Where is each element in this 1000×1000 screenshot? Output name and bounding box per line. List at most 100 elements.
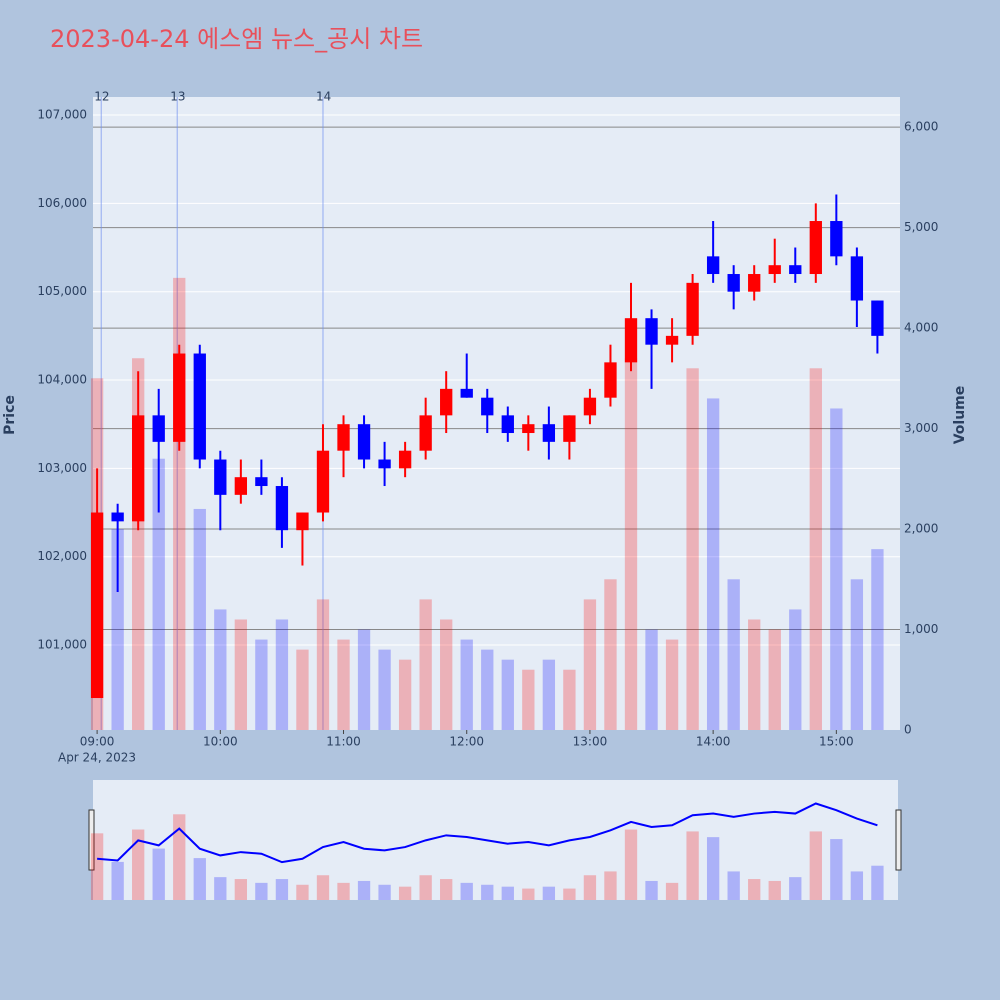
slider-volume-bar — [419, 875, 432, 900]
slider-handle[interactable] — [895, 809, 902, 871]
candle-body — [255, 477, 268, 487]
volume-bar — [255, 639, 268, 730]
candle-body — [193, 353, 206, 460]
slider-volume-bar — [111, 861, 124, 900]
slider-volume-bar — [296, 884, 309, 900]
range-slider[interactable] — [93, 780, 898, 900]
volume-bar — [850, 579, 864, 730]
candle-body — [132, 415, 145, 522]
slider-volume-bar — [686, 831, 699, 900]
volume-bar — [275, 619, 289, 730]
y2-tick-label: 5,000 — [904, 220, 938, 234]
volume-bar — [460, 639, 473, 730]
candle-body — [665, 335, 679, 345]
candle-body — [871, 300, 884, 336]
volume-bar — [419, 599, 432, 730]
slider-volume-bar — [645, 880, 658, 900]
volume-bar — [789, 609, 802, 730]
volume-bar — [440, 619, 453, 730]
slider-volume-bar — [337, 882, 350, 900]
candle-body — [727, 274, 740, 292]
volume-bar — [871, 549, 884, 730]
candle-body — [768, 265, 781, 275]
y2-tick-label: 0 — [904, 723, 912, 737]
candle-body — [809, 221, 822, 275]
candle-body — [583, 397, 597, 416]
candle-body — [645, 318, 658, 345]
y2-tick-label: 3,000 — [904, 421, 938, 435]
candle-body — [748, 274, 761, 292]
slider-volume-bar — [665, 882, 679, 900]
y-tick-label: 102,000 — [37, 549, 87, 563]
annotation-label: 12 — [94, 90, 109, 104]
slider-volume-bar — [789, 877, 802, 900]
volume-bar — [645, 629, 658, 730]
slider-volume-bar — [440, 879, 453, 900]
slider-volume-bar — [234, 879, 248, 900]
volume-bar — [727, 579, 740, 730]
y-tick-label: 104,000 — [37, 373, 87, 387]
slider-handle[interactable] — [88, 809, 95, 871]
slider-price-line — [97, 802, 878, 864]
candle-body — [275, 486, 289, 531]
annotation-label: 14 — [316, 90, 331, 104]
x-tick-label: 13:00 — [573, 735, 608, 749]
slider-volume-bar — [522, 888, 535, 900]
y-tick-label: 103,000 — [37, 461, 87, 475]
slider-volume-bar — [850, 871, 864, 900]
candle-body — [419, 415, 432, 451]
slider-volume-bar — [501, 886, 514, 900]
y-tick-label: 105,000 — [37, 284, 87, 298]
candle-body — [337, 424, 350, 451]
volume-bar — [111, 529, 124, 730]
slider-volume-bar — [90, 833, 104, 900]
slider-volume-bar — [398, 886, 412, 900]
volume-bar — [542, 659, 556, 730]
slider-volume-bar — [214, 877, 227, 900]
volume-bar — [686, 368, 699, 730]
volume-bar — [234, 619, 248, 730]
candle-body — [624, 318, 638, 363]
volume-bar — [296, 649, 309, 730]
slider-volume-bar — [830, 839, 843, 900]
slider-volume-bar — [727, 871, 740, 900]
x-tick-label: 10:00 — [203, 735, 238, 749]
y2-tick-label: 1,000 — [904, 622, 938, 636]
candle-body — [214, 459, 227, 495]
candle-body — [152, 415, 165, 442]
candle-body — [481, 397, 494, 416]
candle-body — [398, 450, 412, 469]
slider-volume-bar — [748, 879, 761, 900]
slider-volume-bar — [768, 880, 781, 900]
candle-body — [563, 415, 576, 442]
y-tick-label: 107,000 — [37, 108, 87, 122]
y2-axis-title: Volume — [952, 386, 968, 445]
volume-bar — [152, 458, 165, 730]
y2-tick-label: 4,000 — [904, 321, 938, 335]
annotation-label: 13 — [170, 90, 185, 104]
slider-volume-bar — [460, 882, 473, 900]
volume-bar — [768, 629, 781, 730]
candle-body — [501, 415, 514, 434]
candle-body — [173, 353, 186, 442]
volume-bar — [214, 609, 227, 730]
x-tick-label: 12:00 — [449, 735, 484, 749]
candle-body — [460, 388, 473, 398]
slider-volume-bar — [604, 871, 617, 900]
slider-volume-bar — [193, 858, 206, 900]
volume-bar — [398, 659, 412, 730]
x-tick-label: 09:00 — [80, 735, 115, 749]
x-tick-label: 14:00 — [696, 735, 731, 749]
slider-volume-bar — [173, 814, 186, 900]
slider-volume-bar — [357, 880, 371, 900]
slider-volume-bar — [871, 865, 884, 900]
candle-body — [90, 512, 104, 699]
candle-body — [111, 512, 124, 522]
candle-body — [296, 512, 309, 531]
slider-volume-bar — [132, 829, 145, 900]
volume-bar — [316, 599, 330, 730]
candle-body — [440, 388, 453, 416]
slider-volume-bar — [624, 829, 638, 900]
volume-bar — [378, 649, 391, 730]
